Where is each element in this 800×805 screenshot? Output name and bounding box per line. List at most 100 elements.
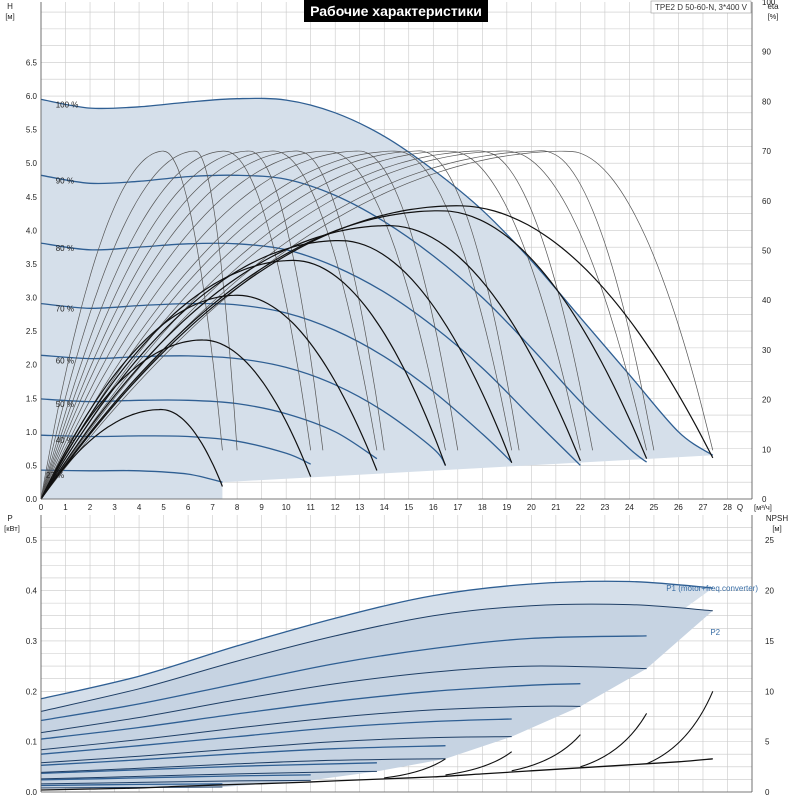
upper-ytick-10: 5.0	[26, 159, 38, 168]
eta-hydraulic-8	[40, 150, 513, 500]
npsh-rise-3	[580, 713, 648, 768]
head-min-area	[41, 470, 223, 499]
eta-hydraulic-9	[40, 150, 520, 500]
power-curves	[40, 580, 714, 791]
eta-hydraulic-13	[40, 150, 655, 500]
title-box	[304, 0, 488, 22]
lower-y2tick-5: 25	[765, 536, 774, 545]
efficiency-curves	[40, 150, 714, 500]
lower-y-label: P	[7, 514, 12, 523]
upper-xtick-2: 2	[88, 503, 93, 512]
upper-y2tick-8: 80	[762, 97, 771, 106]
upper-ytick-1: 0.5	[26, 461, 38, 470]
speed-label-6: 40 %	[56, 436, 74, 445]
p1-curve-4	[40, 745, 446, 766]
upper-xtick-8: 8	[235, 503, 240, 512]
lower-ytick-5: 0.5	[26, 536, 38, 545]
eta-total-1	[40, 339, 312, 500]
eta-total-4	[40, 239, 513, 500]
eta-hydraulic-1	[40, 150, 238, 500]
speed-label-2: 80 %	[56, 244, 74, 253]
p2-curve-2	[40, 705, 581, 751]
upper-xtick-23: 23	[600, 503, 609, 512]
lower-y2-label: NPSH	[766, 514, 788, 523]
upper-y2tick-10: 100	[762, 0, 776, 7]
lower-axes: 0.0 0.1 0.2 0.3 0.4 0.5 0 5 10 15 20 25 P[кВт] NPSH[м…	[4, 514, 788, 797]
eta-total-5	[40, 225, 581, 500]
upper-xtick-9: 9	[259, 503, 264, 512]
lower-ytick-1: 0.1	[26, 738, 38, 747]
lower-y2tick-4: 20	[765, 587, 774, 596]
upper-ytick-12: 6.0	[26, 92, 38, 101]
labels: 100 % 90 % 80 % 70 % 60 % 50 % 40 % 27 % P1 (mot…	[46, 0, 758, 637]
upper-ytick-11: 5.5	[26, 126, 38, 135]
p2-series-label: P2	[710, 628, 720, 637]
p2-curve-0	[40, 603, 713, 712]
lower-y2tick-0: 0	[765, 788, 770, 797]
head-curve-5	[40, 398, 378, 460]
p1-curve-5	[40, 762, 377, 775]
p2-curve-3	[40, 736, 512, 764]
upper-xtick-11: 11	[307, 503, 316, 512]
upper-y2tick-4: 40	[762, 296, 771, 305]
chart-title: Рабочие характеристики	[310, 3, 482, 19]
upper-xtick-28: 28	[723, 503, 732, 512]
upper-xtick-6: 6	[186, 503, 191, 512]
p1-curve-2	[40, 683, 581, 740]
upper-xtick-27: 27	[699, 503, 708, 512]
lower-ytick-4: 0.4	[26, 587, 38, 596]
p1-curve-7	[40, 783, 223, 787]
lower-ytick-0: 0.0	[26, 788, 38, 797]
p1-curve-3	[40, 718, 512, 755]
eta-hydraulic-4	[40, 150, 378, 500]
upper-ytick-0: 0.0	[26, 495, 38, 504]
eta-hydraulic-12	[40, 150, 647, 500]
upper-ytick-6: 3.0	[26, 294, 38, 303]
upper-x-label: Q	[737, 503, 743, 512]
upper-xtick-21: 21	[551, 503, 560, 512]
upper-y2tick-6: 60	[762, 197, 771, 206]
p2-curve-5	[40, 770, 377, 780]
lower-y2-unit: [м]	[772, 524, 781, 533]
upper-xtick-14: 14	[380, 503, 389, 512]
upper-y2tick-7: 70	[762, 147, 771, 156]
upper-ytick-13: 6.5	[26, 58, 38, 67]
speed-label-3: 70 %	[56, 305, 74, 314]
p1-series-label: P1 (motor+freq.converter)	[666, 584, 758, 593]
npsh-rise-4	[646, 691, 714, 765]
upper-y2-unit: [%]	[768, 12, 779, 21]
upper-y2tick-9: 90	[762, 48, 771, 57]
upper-x-unit: [м³/ч]	[754, 503, 772, 512]
upper-xtick-26: 26	[674, 503, 683, 512]
head-curve-0	[40, 97, 714, 456]
eta-hydraulic-0	[40, 150, 223, 500]
p1-curve-6	[40, 774, 311, 781]
eta-hydraulic-5	[40, 150, 385, 500]
lower-y2tick-1: 5	[765, 738, 770, 747]
lower-y2tick-2: 10	[765, 687, 774, 696]
upper-y2tick-5: 50	[762, 247, 771, 256]
eta-hydraulic-7	[40, 150, 459, 500]
upper-xtick-7: 7	[210, 503, 215, 512]
eta-total-3	[40, 259, 447, 500]
head-curves	[40, 97, 714, 483]
head-curve-4	[40, 354, 447, 466]
upper-ytick-4: 2.0	[26, 361, 38, 370]
upper-xtick-20: 20	[527, 503, 536, 512]
eta-hydraulic-14	[40, 150, 714, 500]
head-curve-6	[40, 434, 311, 465]
p2-curve-6	[40, 779, 311, 785]
upper-y-label: H	[7, 2, 13, 11]
upper-xtick-22: 22	[576, 503, 585, 512]
upper-xtick-3: 3	[112, 503, 117, 512]
upper-y2tick-0: 0	[762, 495, 767, 504]
upper-ytick-9: 4.5	[26, 193, 38, 202]
eta-total-0	[40, 408, 223, 500]
upper-xtick-16: 16	[429, 503, 438, 512]
head-operating-area	[41, 98, 713, 483]
eta-hydraulic-3	[40, 150, 324, 500]
eta-hydraulic-6	[40, 150, 446, 500]
head-curve-7	[40, 469, 223, 483]
upper-xtick-17: 17	[453, 503, 462, 512]
